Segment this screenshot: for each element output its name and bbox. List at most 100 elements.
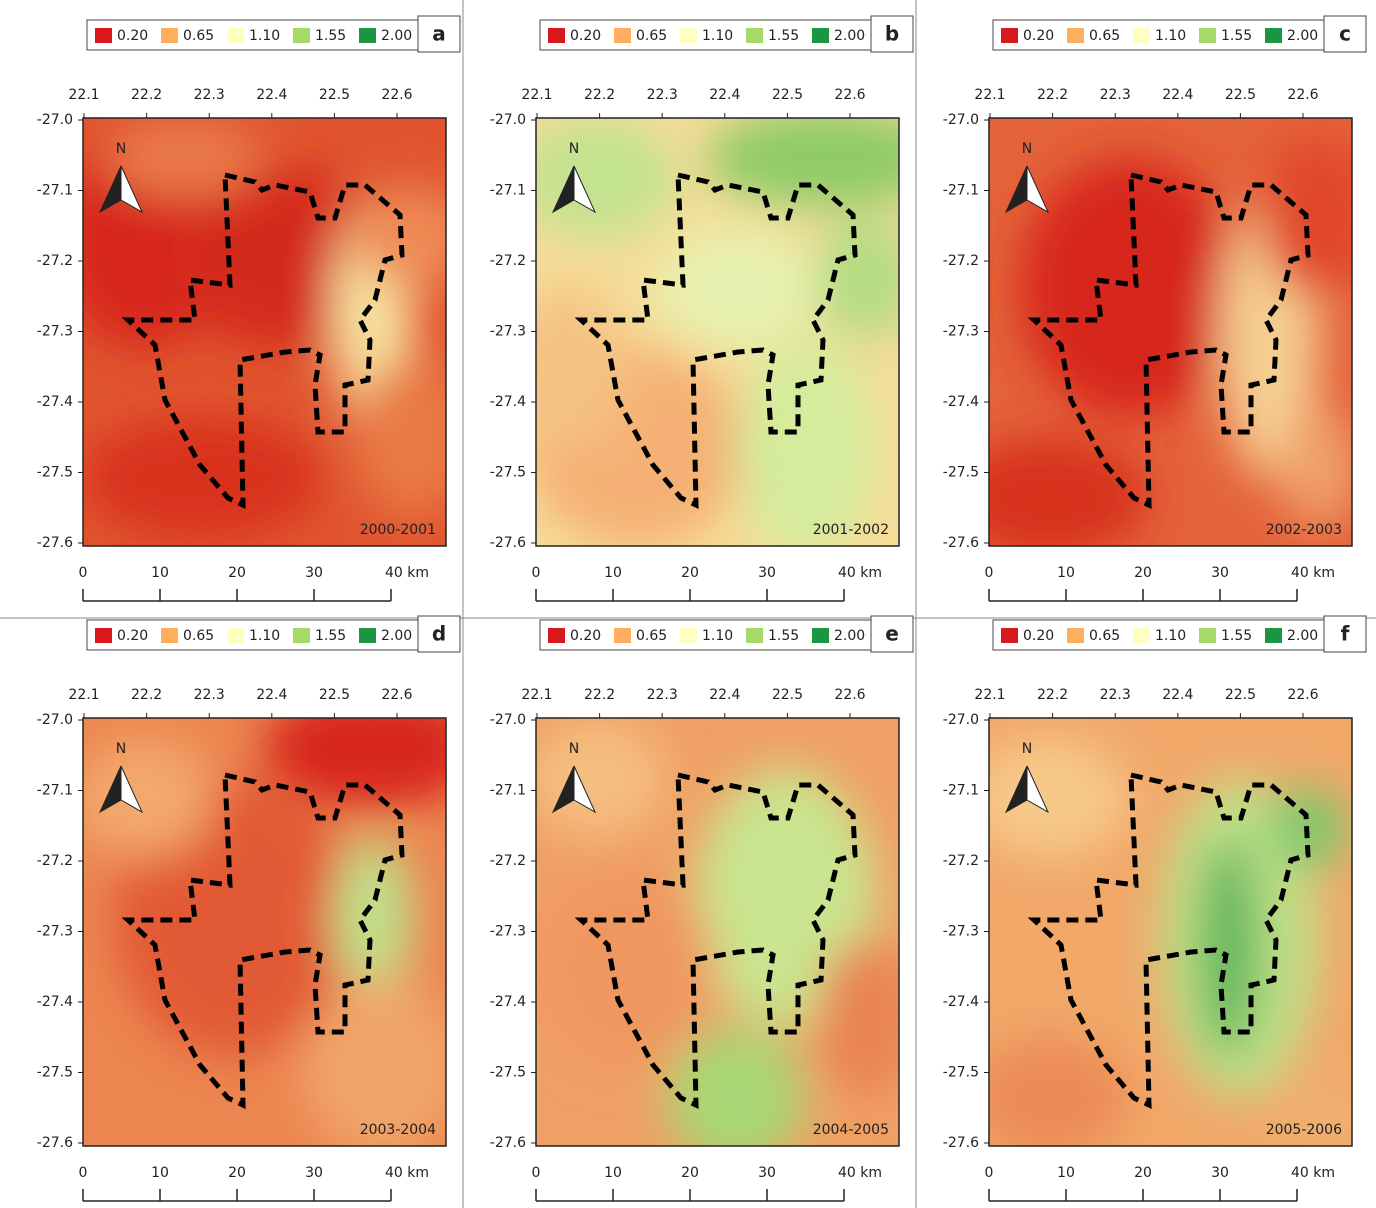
lat-tick-label: -27.6	[37, 1135, 73, 1151]
lon-tick-label: 22.5	[1225, 87, 1256, 103]
scale-label: 30	[305, 1165, 323, 1181]
legend-swatch	[1001, 28, 1018, 43]
legend-label: 2.00	[1287, 628, 1318, 644]
legend-label: 1.55	[315, 28, 346, 44]
lat-tick-label: -27.3	[37, 324, 73, 340]
scale-label: 20	[681, 1165, 699, 1181]
lon-tick-label: 22.3	[647, 87, 678, 103]
lon-tick-label: 22.3	[194, 687, 225, 703]
legend-label: 1.55	[768, 28, 799, 44]
page: 0.200.651.101.552.00aN2000-200122.122.22…	[0, 0, 1376, 1208]
legend-label: 0.65	[636, 628, 667, 644]
scale-label: 20	[228, 565, 246, 581]
legend-label: 0.65	[183, 28, 214, 44]
lat-tick-label: -27.4	[37, 994, 73, 1010]
lat-tick-label: -27.3	[943, 324, 979, 340]
raster-patch	[516, 118, 676, 238]
legend-label: 1.10	[1155, 628, 1186, 644]
lon-tick-label: 22.2	[584, 87, 615, 103]
lat-tick-label: -27.2	[943, 253, 979, 269]
map-raster: N 2001-2002	[506, 108, 946, 558]
lat-tick-label: -27.5	[37, 1065, 73, 1081]
period-label: 2002-2003	[1266, 522, 1342, 538]
scale-label: 10	[1057, 565, 1075, 581]
legend-label: 1.10	[702, 28, 733, 44]
lat-tick-label: -27.1	[37, 183, 73, 199]
scale-label: 10	[151, 565, 169, 581]
lon-tick-label: 22.6	[834, 687, 865, 703]
scale-label: 40 km	[838, 565, 882, 581]
scale-label: 40 km	[385, 565, 429, 581]
period-label: 2005-2006	[1266, 1122, 1342, 1138]
lon-tick-label: 22.1	[974, 87, 1005, 103]
period-label: 2001-2002	[813, 522, 889, 538]
scale-label: 0	[985, 1165, 994, 1181]
legend-swatch	[1067, 28, 1084, 43]
lat-tick-label: -27.6	[490, 535, 526, 551]
map-raster: N 2005-2006	[969, 718, 1376, 1158]
legend-swatch	[1265, 628, 1282, 643]
raster-patch	[969, 1038, 1129, 1158]
legend-label: 0.20	[570, 628, 601, 644]
lon-tick-label: 22.4	[1162, 87, 1193, 103]
scale-label: 40 km	[385, 1165, 429, 1181]
lat-tick-label: -27.1	[490, 183, 526, 199]
legend-swatch	[548, 28, 565, 43]
legend-label: 0.20	[1023, 28, 1054, 44]
legend-swatch	[161, 28, 178, 43]
lat-tick-label: -27.6	[37, 535, 73, 551]
legend-swatch	[680, 28, 697, 43]
scale-label: 30	[1211, 1165, 1229, 1181]
legend-swatch	[812, 28, 829, 43]
lon-tick-label: 22.2	[584, 687, 615, 703]
lat-tick-label: -27.0	[37, 712, 73, 728]
lat-tick-label: -27.6	[943, 1135, 979, 1151]
north-label: N	[569, 141, 579, 157]
scale-label: 10	[1057, 1165, 1075, 1181]
lon-tick-label: 22.4	[1162, 687, 1193, 703]
lon-tick-label: 22.3	[1100, 687, 1131, 703]
legend-swatch	[359, 628, 376, 643]
legend-swatch	[1199, 28, 1216, 43]
lon-tick-label: 22.6	[1287, 87, 1318, 103]
lon-tick-label: 22.5	[772, 87, 803, 103]
legend-swatch	[1001, 628, 1018, 643]
scale-label: 20	[1134, 565, 1152, 581]
lon-tick-label: 22.6	[834, 87, 865, 103]
map-raster: N2004-2005	[526, 718, 916, 1168]
lat-tick-label: -27.2	[490, 853, 526, 869]
scale-label: 10	[604, 1165, 622, 1181]
scale-label: 30	[758, 1165, 776, 1181]
scale-label: 30	[305, 565, 323, 581]
legend-swatch	[614, 628, 631, 643]
scale-label: 30	[758, 565, 776, 581]
legend-label: 1.10	[249, 28, 280, 44]
period-label: 2000-2001	[360, 522, 436, 538]
legend-label: 0.65	[636, 28, 667, 44]
lon-tick-label: 22.4	[709, 687, 740, 703]
lat-tick-label: -27.1	[490, 783, 526, 799]
legend-swatch	[812, 628, 829, 643]
north-label: N	[116, 741, 126, 757]
lon-tick-label: 22.4	[256, 687, 287, 703]
panel-letter: e	[885, 622, 899, 646]
lon-tick-label: 22.1	[68, 687, 99, 703]
legend-label: 1.55	[1221, 628, 1252, 644]
panel-letter: d	[432, 622, 446, 646]
lat-tick-label: -27.2	[490, 253, 526, 269]
lat-tick-label: -27.2	[37, 253, 73, 269]
lat-tick-label: -27.6	[490, 1135, 526, 1151]
raster-patch	[73, 738, 213, 858]
north-label: N	[116, 141, 126, 157]
scale-label: 0	[985, 565, 994, 581]
lon-tick-label: 22.3	[194, 87, 225, 103]
north-label: N	[1022, 741, 1032, 757]
raster-patch	[969, 738, 1129, 858]
panel-letter: c	[1339, 22, 1351, 46]
legend-swatch	[95, 628, 112, 643]
lat-tick-label: -27.0	[490, 712, 526, 728]
legend-swatch	[161, 628, 178, 643]
lat-tick-label: -27.2	[37, 853, 73, 869]
north-label: N	[569, 741, 579, 757]
